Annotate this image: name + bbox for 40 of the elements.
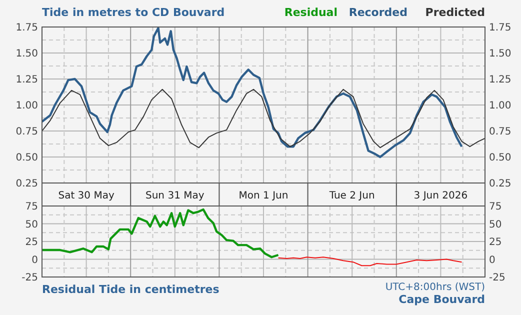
y2-tick-label: 25 bbox=[489, 237, 502, 248]
y2-tick-label: 75 bbox=[489, 202, 502, 212]
line-series bbox=[42, 208, 280, 258]
y2-tick-label: 1.75 bbox=[489, 22, 512, 34]
y-tick-label: 75 bbox=[25, 202, 38, 212]
text: UTC+8:00hrs (WST) bbox=[385, 282, 486, 293]
y-tick-label: 1.00 bbox=[16, 100, 38, 112]
text: Predicted bbox=[425, 6, 485, 19]
y2-tick-label: 0.25 bbox=[489, 178, 512, 190]
line-series bbox=[42, 88, 485, 148]
y-tick-label: 0 bbox=[32, 254, 38, 266]
y2-tick-label: 1.50 bbox=[489, 48, 512, 60]
y2-tick-label: 1.00 bbox=[489, 100, 512, 112]
y-tick-label: 1.75 bbox=[16, 22, 38, 34]
y-tick-label: 0.25 bbox=[16, 178, 38, 190]
y2-tick-label: 0.75 bbox=[489, 126, 512, 138]
y2-tick-label: 0.50 bbox=[489, 152, 512, 164]
x-tick-label: Sat 30 May bbox=[58, 190, 114, 202]
text: Recorded bbox=[348, 6, 408, 19]
y2-tick-label: 0 bbox=[489, 254, 496, 266]
x-tick-label: Mon 1 Jun bbox=[238, 190, 288, 202]
line-series bbox=[278, 256, 462, 266]
y-tick-label: 25 bbox=[25, 237, 38, 248]
y-tick-label: 50 bbox=[25, 219, 38, 230]
x-tick-label: Sun 31 May bbox=[146, 190, 204, 202]
y2-tick-label: -25 bbox=[489, 272, 506, 284]
text: Residual Tide in centimetres bbox=[42, 283, 220, 296]
y2-tick-label: 50 bbox=[489, 219, 502, 230]
x-tick-label: 3 Jun 2026 bbox=[414, 190, 468, 202]
chart-title: Tide in metres to CD Bouvard bbox=[42, 6, 225, 19]
x-tick-label: Tue 2 Jun bbox=[328, 190, 375, 202]
y-tick-label: -25 bbox=[22, 272, 38, 284]
y-tick-label: 0.75 bbox=[16, 126, 38, 138]
y-tick-label: 0.50 bbox=[16, 152, 38, 164]
y-tick-label: 1.25 bbox=[16, 74, 38, 86]
line-series bbox=[42, 27, 463, 158]
y-tick-label: 1.50 bbox=[16, 48, 38, 60]
text: Residual bbox=[284, 6, 338, 19]
y2-tick-label: 1.25 bbox=[489, 74, 512, 86]
text: Cape Bouvard bbox=[398, 293, 485, 306]
